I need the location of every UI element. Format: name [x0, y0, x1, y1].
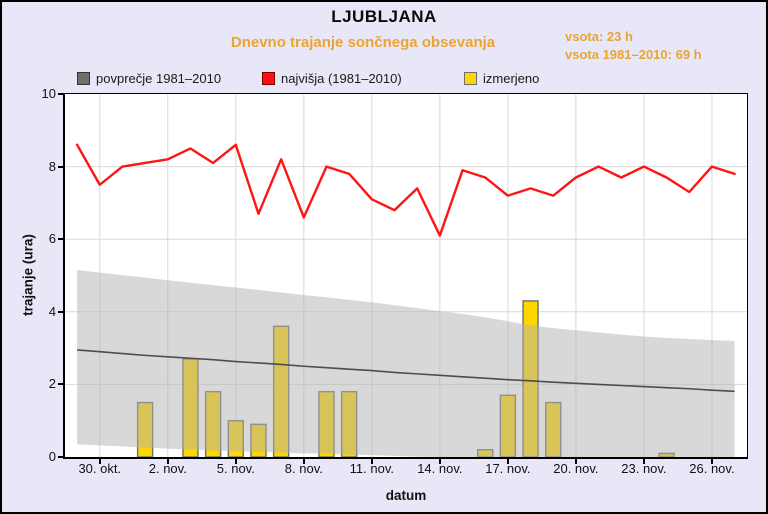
x-tick-mark [506, 459, 509, 464]
x-tick-mark [98, 459, 101, 464]
chart-svg [65, 94, 747, 457]
legend-item-measured: izmerjeno [464, 70, 539, 86]
legend-item-average: povprečje 1981–2010 [77, 70, 221, 86]
x-tick-mark [710, 459, 713, 464]
chart-subtitle: Dnevno trajanje sončnega obsevanja [230, 34, 496, 51]
y-tick-mark [58, 165, 63, 168]
y-tick-mark [58, 93, 63, 95]
y-tick-label: 0 [48, 449, 56, 464]
sum-annotations: vsota: 23 h vsota 1981–2010: 69 h [565, 28, 702, 64]
sum-longterm: vsota 1981–2010: 69 h [565, 47, 702, 62]
legend-swatch-maximum [262, 71, 275, 85]
sum-measured: vsota: 23 h [565, 29, 633, 44]
x-tick-mark [234, 459, 237, 464]
range-band [77, 270, 735, 457]
legend-label-maximum: najvišja (1981–2010) [281, 70, 402, 86]
y-tick-mark [58, 238, 63, 241]
x-axis-title: datum [385, 488, 427, 503]
average-line [77, 349, 735, 393]
legend-label-measured: izmerjeno [483, 70, 540, 86]
x-tick-mark [302, 459, 305, 464]
x-tick-label: 11. nov. [349, 461, 394, 476]
y-tick-mark [58, 310, 63, 313]
x-tick-label: 2. nov. [148, 461, 187, 476]
x-tick-mark [574, 459, 577, 464]
x-tick-mark [370, 459, 373, 464]
y-tick-label: 8 [48, 158, 56, 174]
y-tick-label: 2 [48, 376, 56, 392]
legend-swatch-measured [464, 71, 477, 85]
x-tick-label: 30. okt. [78, 461, 122, 476]
x-tick-label: 17. nov. [485, 461, 531, 476]
chart-plot-area [63, 93, 748, 459]
legend-item-maximum: najvišja (1981–2010) [262, 70, 402, 86]
legend-swatch-average [77, 71, 90, 85]
x-tick-label: 20. nov. [553, 461, 599, 476]
y-tick-label: 6 [48, 231, 56, 247]
x-tick-mark [642, 459, 645, 464]
x-tick-label: 14. nov. [417, 461, 463, 476]
x-tick-label: 5. nov. [216, 461, 255, 476]
maximum-line [75, 143, 736, 237]
x-tick-mark [438, 459, 441, 464]
x-tick-label: 23. nov. [621, 461, 667, 476]
y-axis-title: trajanje (ura) [20, 234, 36, 316]
page-title: LJUBLJANA [331, 7, 437, 26]
y-tick-mark [58, 456, 63, 458]
legend-label-average: povprečje 1981–2010 [96, 70, 222, 86]
x-tick-mark [166, 459, 169, 464]
y-tick-label: 10 [41, 86, 56, 101]
y-tick-mark [58, 383, 63, 386]
y-tick-label: 4 [48, 303, 56, 319]
x-tick-label: 26. nov. [689, 461, 735, 476]
x-tick-label: 8. nov. [284, 461, 323, 476]
